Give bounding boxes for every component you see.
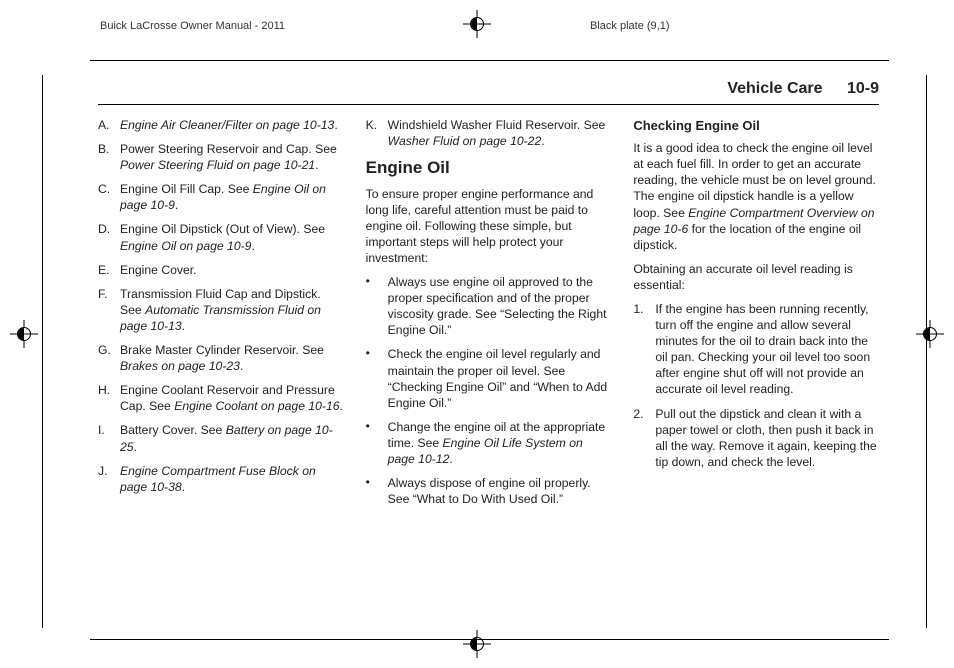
column-3: Checking Engine Oil It is a good idea to… (633, 117, 879, 515)
list-text: Windshield Washer Fluid Reservoir. See W… (388, 117, 612, 149)
list-marker: K. (366, 117, 388, 149)
crop-rule-left (42, 75, 43, 628)
list-text: Power Steering Reservoir and Cap. See Po… (120, 141, 344, 173)
checking-oil-p1: It is a good idea to check the engine oi… (633, 140, 879, 253)
list-marker: D. (98, 221, 120, 253)
list-text: If the engine has been running recently,… (655, 301, 879, 398)
list-item: D.Engine Oil Dipstick (Out of View). See… (98, 221, 344, 253)
list-text: Change the engine oil at the appropriate… (388, 419, 612, 467)
list-text: Check the engine oil level regularly and… (388, 346, 612, 410)
column-2: K.Windshield Washer Fluid Reservoir. See… (366, 117, 612, 515)
page: Buick LaCrosse Owner Manual - 2011 Black… (0, 0, 954, 668)
list-marker: G. (98, 342, 120, 374)
list-item: C.Engine Oil Fill Cap. See Engine Oil on… (98, 181, 344, 213)
component-list: A.Engine Air Cleaner/Filter on page 10-1… (98, 117, 344, 495)
list-marker: B. (98, 141, 120, 173)
heading-checking-oil: Checking Engine Oil (633, 117, 879, 134)
list-item: J.Engine Compartment Fuse Block on page … (98, 463, 344, 495)
list-item: •Check the engine oil level regularly an… (366, 346, 612, 410)
list-text: Engine Oil Dipstick (Out of View). See E… (120, 221, 344, 253)
bullet-icon: • (366, 346, 388, 410)
registration-mark-right (916, 320, 944, 348)
list-marker: A. (98, 117, 120, 133)
list-marker: E. (98, 262, 120, 278)
list-item: G.Brake Master Cylinder Reservoir. See B… (98, 342, 344, 374)
list-item: K.Windshield Washer Fluid Reservoir. See… (366, 117, 612, 149)
registration-mark-left (10, 320, 38, 348)
component-list-cont: K.Windshield Washer Fluid Reservoir. See… (366, 117, 612, 149)
list-item: A.Engine Air Cleaner/Filter on page 10-1… (98, 117, 344, 133)
list-text: Battery Cover. See Battery on page 10-25… (120, 422, 344, 454)
list-item: H.Engine Coolant Reservoir and Pressure … (98, 382, 344, 414)
list-text: Engine Cover. (120, 262, 344, 278)
list-marker: 2. (633, 406, 655, 470)
page-header: Vehicle Care 10-9 (98, 80, 879, 105)
list-item: B.Power Steering Reservoir and Cap. See … (98, 141, 344, 173)
registration-mark-bottom (463, 630, 491, 658)
bullet-icon: • (366, 419, 388, 467)
list-text: Engine Compartment Fuse Block on page 10… (120, 463, 344, 495)
crop-rule-bottom (90, 639, 889, 640)
list-text: Transmission Fluid Cap and Dipstick. See… (120, 286, 344, 334)
page-number: 10-9 (847, 80, 879, 97)
list-item: •Change the engine oil at the appropriat… (366, 419, 612, 467)
checking-oil-p2: Obtaining an accurate oil level reading … (633, 261, 879, 293)
list-item: 1.If the engine has been running recentl… (633, 301, 879, 398)
list-text: Engine Oil Fill Cap. See Engine Oil on p… (120, 181, 344, 213)
section-title: Vehicle Care (727, 80, 822, 97)
page-content: Vehicle Care 10-9 A.Engine Air Cleaner/F… (98, 80, 879, 613)
bullet-icon: • (366, 475, 388, 507)
list-item: •Always use engine oil approved to the p… (366, 274, 612, 338)
list-text: Always use engine oil approved to the pr… (388, 274, 612, 338)
crop-rule-top (90, 60, 889, 61)
list-marker: C. (98, 181, 120, 213)
list-marker: J. (98, 463, 120, 495)
list-marker: 1. (633, 301, 655, 398)
list-item: 2.Pull out the dipstick and clean it wit… (633, 406, 879, 470)
heading-engine-oil: Engine Oil (366, 157, 612, 179)
list-item: •Always dispose of engine oil properly. … (366, 475, 612, 507)
plate-label: Black plate (9,1) (590, 20, 669, 32)
list-item: E.Engine Cover. (98, 262, 344, 278)
crop-rule-right (926, 75, 927, 628)
manual-title: Buick LaCrosse Owner Manual - 2011 (100, 20, 285, 32)
list-marker: I. (98, 422, 120, 454)
list-item: I.Battery Cover. See Battery on page 10-… (98, 422, 344, 454)
engine-oil-bullets: •Always use engine oil approved to the p… (366, 274, 612, 507)
checking-oil-steps: 1.If the engine has been running recentl… (633, 301, 879, 470)
columns: A.Engine Air Cleaner/Filter on page 10-1… (98, 117, 879, 515)
print-meta-row: Buick LaCrosse Owner Manual - 2011 Black… (100, 20, 884, 44)
list-text: Always dispose of engine oil properly. S… (388, 475, 612, 507)
column-1: A.Engine Air Cleaner/Filter on page 10-1… (98, 117, 344, 515)
engine-oil-intro: To ensure proper engine performance and … (366, 186, 612, 266)
list-marker: F. (98, 286, 120, 334)
bullet-icon: • (366, 274, 388, 338)
list-marker: H. (98, 382, 120, 414)
list-text: Pull out the dipstick and clean it with … (655, 406, 879, 470)
list-item: F.Transmission Fluid Cap and Dipstick. S… (98, 286, 344, 334)
list-text: Engine Air Cleaner/Filter on page 10-13. (120, 117, 344, 133)
list-text: Brake Master Cylinder Reservoir. See Bra… (120, 342, 344, 374)
list-text: Engine Coolant Reservoir and Pressure Ca… (120, 382, 344, 414)
